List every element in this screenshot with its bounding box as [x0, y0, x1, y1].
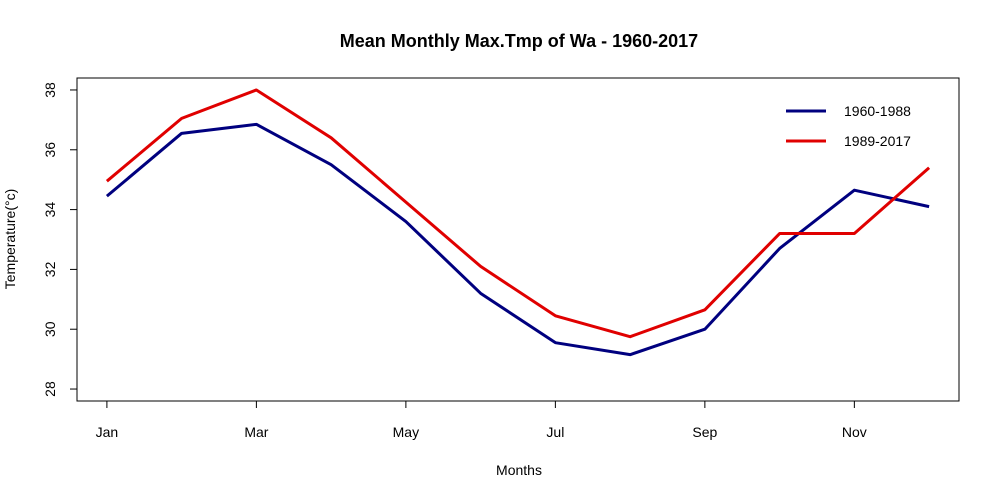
x-axis-label: Months [496, 462, 542, 478]
x-tick-label: Sep [692, 424, 717, 440]
series-lines [105, 88, 931, 357]
legend: 1960-1988 1989-2017 [786, 103, 911, 149]
x-axis: Jan Mar May Jul Sep Nov [96, 400, 867, 440]
series-line [105, 88, 931, 339]
x-tick-label: Jan [96, 424, 119, 440]
y-tick-label: 28 [42, 381, 58, 397]
plot-area-frame [76, 77, 960, 402]
y-tick-label: 38 [42, 82, 58, 98]
y-tick-label: 32 [42, 261, 58, 277]
chart-title: Mean Monthly Max.Tmp of Wa - 1960-2017 [340, 31, 698, 51]
y-tick-label: 30 [42, 321, 58, 337]
legend-label: 1960-1988 [844, 103, 911, 119]
legend-label: 1989-2017 [844, 133, 911, 149]
y-tick-label: 36 [42, 142, 58, 158]
x-tick-label: Mar [244, 424, 268, 440]
series-line [105, 122, 930, 357]
x-tick-label: May [393, 424, 419, 440]
y-axis: 28 30 32 34 36 38 [42, 82, 78, 397]
x-tick-label: Jul [546, 424, 564, 440]
y-tick-label: 34 [42, 202, 58, 218]
y-axis-label: Temperature(°c) [2, 189, 18, 290]
x-tick-label: Nov [842, 424, 867, 440]
